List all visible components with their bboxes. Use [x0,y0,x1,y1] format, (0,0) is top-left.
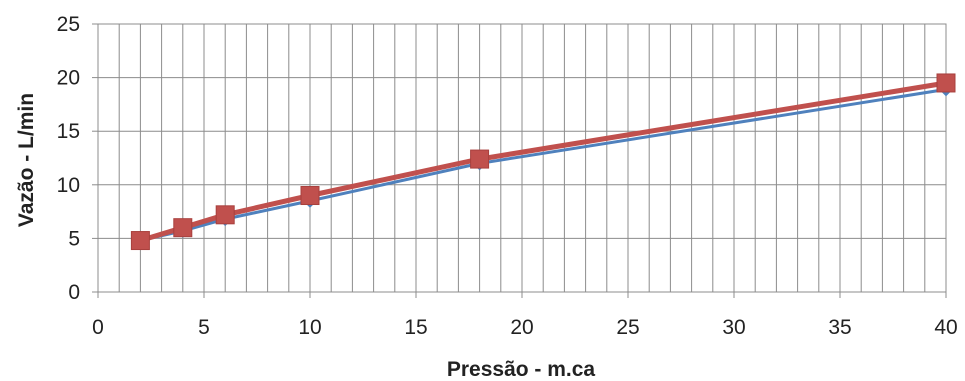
x-tick-label: 5 [198,316,210,339]
x-axis-title: Pressão - m.ca [447,358,596,381]
y-tick-label: 25 [57,13,80,36]
series-2-point [936,73,956,93]
y-tick-labels: 0 5 10 15 20 25 [57,13,80,304]
data-markers [130,73,956,251]
y-tick-label: 15 [57,120,80,143]
series-2-point [130,231,150,251]
x-tick-label: 25 [616,316,639,339]
x-tick-label: 20 [510,316,533,339]
x-tick-label: 10 [298,316,321,339]
y-tick-label: 5 [68,227,80,250]
x-tick-labels: 0 5 10 15 20 25 30 35 40 [92,316,958,339]
y-tick-label: 10 [57,174,80,197]
series-2-point [300,186,320,206]
y-tick-label: 0 [68,281,80,304]
y-axis-title: Vazão - L/min [15,93,38,227]
series-2-point [173,218,193,238]
x-tick-label: 30 [722,316,745,339]
series-2-point [470,149,490,169]
grid-lines [92,23,947,298]
y-tick-label: 20 [57,67,80,90]
x-tick-label: 40 [934,316,957,339]
x-tick-label: 15 [404,316,427,339]
series-2-point [215,205,235,225]
x-tick-label: 0 [92,316,104,339]
x-tick-label: 35 [828,316,851,339]
